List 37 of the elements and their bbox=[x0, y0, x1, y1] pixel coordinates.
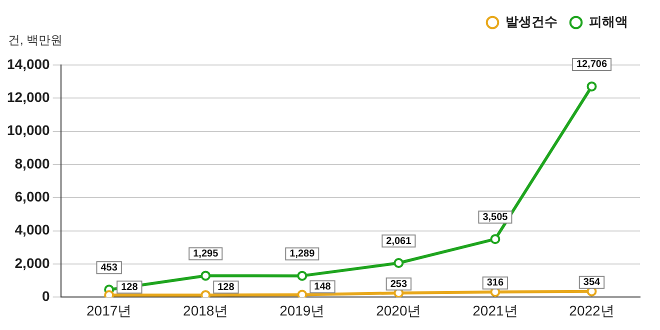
x-tick-label: 2021년 bbox=[472, 302, 518, 318]
point bbox=[104, 290, 114, 298]
point bbox=[297, 290, 308, 298]
y-tick-label: 8,000 bbox=[14, 155, 50, 172]
data-label: 128 bbox=[121, 282, 138, 293]
data-label: 148 bbox=[314, 281, 332, 292]
data-label: 453 bbox=[100, 262, 118, 274]
legend-label: 발생건수 bbox=[506, 14, 558, 30]
point bbox=[297, 270, 308, 281]
y-tick-label: 0 bbox=[42, 288, 50, 304]
point bbox=[394, 258, 404, 268]
point bbox=[200, 270, 211, 281]
y-tick-label: 12,000 bbox=[6, 89, 50, 106]
x-tick-label: 2017년 bbox=[86, 302, 132, 318]
data-label: 1,289 bbox=[290, 248, 316, 260]
data-label: 3,505 bbox=[482, 212, 508, 223]
data-label: 12,706 bbox=[576, 59, 608, 70]
y-tick-label: 2,000 bbox=[14, 254, 50, 271]
x-tick-label: 2022년 bbox=[569, 302, 614, 318]
y-tick-label: 4,000 bbox=[14, 222, 50, 238]
data-label: 2,061 bbox=[386, 236, 412, 247]
point bbox=[200, 290, 211, 298]
data-label: 354 bbox=[583, 277, 601, 288]
y-tick-label: 10,000 bbox=[6, 122, 50, 138]
data-label: 1,295 bbox=[193, 248, 219, 260]
data-label: 128 bbox=[218, 282, 235, 293]
legend-label: 피해액 bbox=[589, 14, 628, 30]
x-tick-label: 2020년 bbox=[376, 302, 422, 318]
x-tick-label: 2018년 bbox=[183, 302, 228, 318]
x-tick-label: 2019년 bbox=[280, 302, 325, 318]
point bbox=[490, 234, 500, 244]
point bbox=[586, 81, 597, 92]
y-tick-label: 14,000 bbox=[6, 56, 50, 72]
y-axis-title: 건, 백만원 bbox=[8, 32, 63, 49]
y-tick-label: 6,000 bbox=[14, 188, 50, 205]
data-label: 253 bbox=[390, 278, 408, 290]
data-label: 316 bbox=[486, 278, 504, 289]
